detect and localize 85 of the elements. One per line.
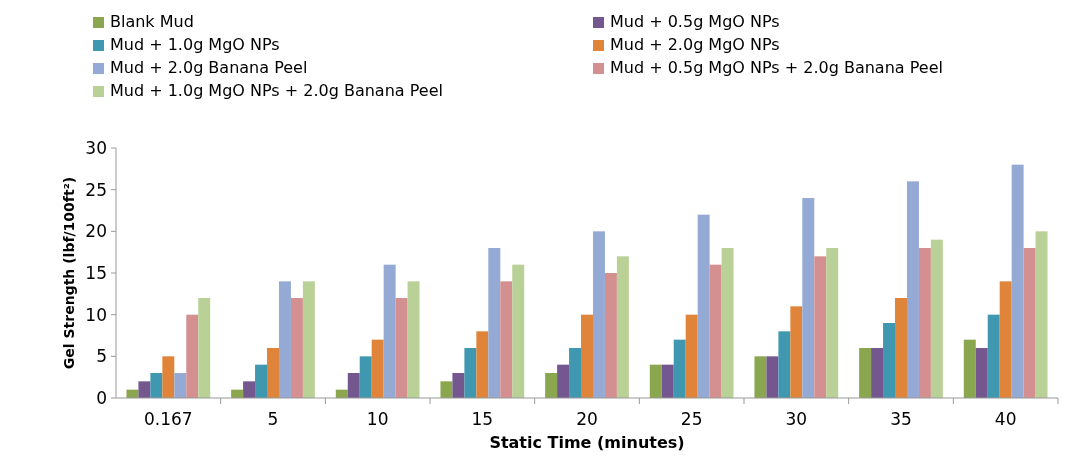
- bar: [685, 314, 698, 398]
- bar: [604, 273, 617, 398]
- bar: [754, 356, 767, 398]
- bar: [814, 256, 827, 398]
- legend-label: Mud + 0.5g MgO NPs: [610, 12, 780, 31]
- x-tick-label: 10: [366, 409, 389, 429]
- bar: [987, 314, 1000, 398]
- bar: [661, 364, 674, 398]
- bar: [243, 381, 256, 398]
- bar: [871, 348, 884, 398]
- x-tick-label: 30: [785, 409, 808, 429]
- bar: [649, 364, 662, 398]
- bar: [673, 339, 686, 398]
- bar: [198, 298, 211, 398]
- y-tick-label: 25: [85, 179, 107, 200]
- bar: [975, 348, 988, 398]
- bar: [267, 348, 279, 398]
- x-tick-label: 20: [576, 409, 598, 429]
- bar: [766, 356, 779, 398]
- bar: [488, 248, 501, 398]
- x-tick-label: 40: [994, 409, 1017, 429]
- bar: [174, 373, 187, 398]
- bar: [1023, 248, 1036, 398]
- bar: [476, 331, 489, 398]
- bar: [500, 281, 513, 398]
- bar: [395, 298, 408, 398]
- bar: [895, 298, 907, 398]
- y-tick-label: 15: [85, 262, 107, 283]
- bar: [918, 248, 931, 398]
- y-tick-label: 20: [85, 221, 107, 242]
- bar: [592, 231, 605, 398]
- bar: [383, 264, 396, 398]
- y-tick-label: 0: [96, 387, 107, 408]
- bar: [557, 364, 570, 398]
- bar: [407, 281, 420, 398]
- bar: [359, 356, 372, 398]
- bar: [709, 264, 722, 398]
- bar: [1011, 164, 1024, 398]
- bar: [302, 281, 315, 398]
- x-axis-title: Static Time (minutes): [489, 433, 685, 452]
- legend-label: Blank Mud: [110, 12, 194, 31]
- bar: [906, 181, 919, 398]
- bar: [697, 214, 710, 398]
- bar: [778, 331, 791, 398]
- legend-label: Mud + 1.0g MgO NPs + 2.0g Banana Peel: [110, 81, 443, 100]
- legend-label: Mud + 1.0g MgO NPs: [110, 35, 280, 54]
- legend-label: Mud + 0.5g MgO NPs + 2.0g Banana Peel: [610, 58, 943, 77]
- bar: [347, 373, 360, 398]
- bar: [859, 348, 872, 398]
- bar: [999, 281, 1012, 398]
- bar: [464, 348, 477, 398]
- x-tick-label: 5: [267, 409, 279, 429]
- bar: [721, 248, 734, 398]
- x-tick-label: 15: [471, 409, 494, 429]
- legend-label: Mud + 2.0g MgO NPs: [610, 35, 780, 54]
- bar: [1035, 231, 1048, 398]
- bar: [569, 348, 582, 398]
- bar: [138, 381, 151, 398]
- legend-label: Mud + 2.0g Banana Peel: [110, 58, 308, 77]
- x-tick-label: 35: [890, 409, 912, 429]
- bar: [930, 239, 943, 398]
- bar: [278, 281, 291, 398]
- bar: [616, 256, 629, 398]
- bar: [255, 364, 268, 398]
- bar: [186, 314, 199, 398]
- bar: [290, 298, 303, 398]
- x-tick-label: 25: [680, 409, 703, 429]
- bar: [440, 381, 453, 398]
- bar: [512, 264, 525, 398]
- bar: [883, 323, 896, 398]
- bar: [963, 339, 976, 398]
- bar: [790, 306, 803, 398]
- y-tick-label: 5: [96, 346, 107, 367]
- y-tick-label: 10: [85, 304, 107, 325]
- bar: [581, 314, 593, 398]
- bar: [545, 373, 558, 398]
- bar: [826, 248, 839, 398]
- bar: [162, 356, 175, 398]
- bar: [150, 373, 163, 398]
- bar: [802, 198, 815, 398]
- bar: [371, 339, 384, 398]
- bar: [452, 373, 465, 398]
- x-tick-label: 0.167: [144, 409, 193, 429]
- y-axis-title: Gel Strength (lbf/100ft²): [61, 176, 77, 370]
- y-tick-label: 30: [85, 137, 107, 158]
